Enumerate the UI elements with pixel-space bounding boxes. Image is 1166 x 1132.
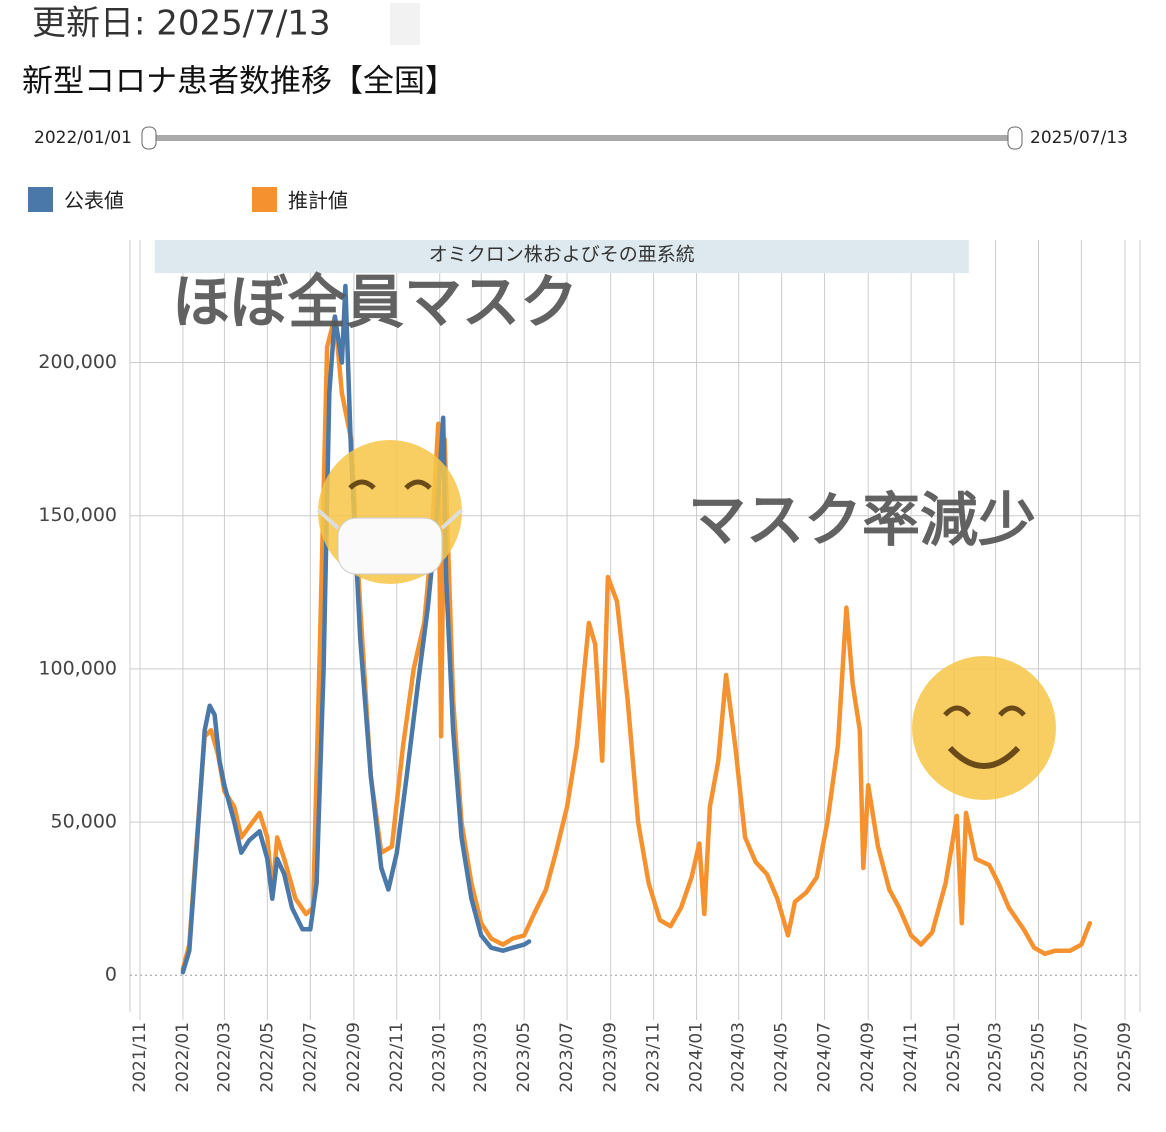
legend-label[interactable]: 推計値 (288, 189, 348, 213)
x-tick-label: 2024/05 (772, 1022, 792, 1093)
x-tick-label: 2024/07 (815, 1022, 835, 1093)
x-tick-label: 2023/03 (471, 1022, 491, 1093)
x-tick-label: 2024/01 (687, 1022, 707, 1093)
x-tick-label: 2022/09 (344, 1022, 364, 1093)
variant-band (154, 240, 969, 273)
x-tick-label: 2024/03 (729, 1022, 749, 1093)
annotation: マスク率減少 (688, 486, 1036, 554)
x-tick-label: 2022/11 (387, 1022, 407, 1093)
x-tick-label: 2025/09 (1115, 1022, 1135, 1093)
range-end-label: 2025/07/13 (1030, 128, 1128, 148)
x-tick-label: 2023/01 (430, 1022, 450, 1093)
y-tick-label: 50,000 (51, 811, 117, 833)
x-tick-label: 2025/07 (1071, 1022, 1091, 1093)
x-tick-label: 2023/09 (601, 1022, 621, 1093)
range-start-label: 2022/01/01 (34, 128, 132, 148)
x-tick-label: 2025/01 (944, 1022, 964, 1093)
range-handle-start[interactable] (141, 126, 157, 150)
smile-emoji (912, 656, 1056, 800)
x-tick-label: 2021/11 (130, 1022, 150, 1093)
x-tick-label: 2023/05 (514, 1022, 534, 1093)
x-tick-label: 2025/05 (1028, 1022, 1048, 1093)
y-tick-label: 200,000 (38, 351, 117, 373)
band-group: オミクロン株およびその亜系統 (154, 240, 969, 273)
x-tick-label: 2025/03 (986, 1022, 1006, 1093)
y-tick-label: 0 (105, 964, 117, 986)
updated-date: 更新日: 2025/7/13 (32, 4, 331, 44)
legend-label[interactable]: 公表値 (64, 189, 124, 213)
x-tick-label: 2022/03 (214, 1022, 234, 1093)
lines (180, 283, 1093, 975)
header-box (390, 3, 420, 45)
legend-swatch[interactable] (252, 187, 277, 212)
range-handle-end[interactable] (1007, 126, 1023, 150)
x-tick-label: 2023/07 (557, 1022, 577, 1093)
y-tick-label: 100,000 (38, 657, 117, 679)
legend-swatch[interactable] (28, 187, 53, 212)
x-tick-label: 2024/11 (901, 1022, 921, 1093)
annotation: ほぼ全員マスク (172, 268, 578, 336)
y-tick-label: 150,000 (38, 504, 117, 526)
x-tick-label: 2023/11 (644, 1022, 664, 1093)
x-tick-label: 2022/05 (257, 1022, 277, 1093)
chart-title: 新型コロナ患者数推移【全国】 (22, 64, 456, 100)
x-tick-label: 2022/07 (300, 1022, 320, 1093)
series-line (180, 283, 532, 975)
mask-emoji (316, 440, 464, 584)
x-tick-label: 2024/09 (858, 1022, 878, 1093)
x-tick-label: 2022/01 (173, 1022, 193, 1093)
grid: 0 50,000 100,000 150,000 200,000 2021/11 2022/… (38, 240, 1140, 1093)
band-label: オミクロン株およびその亜系統 (429, 244, 695, 266)
